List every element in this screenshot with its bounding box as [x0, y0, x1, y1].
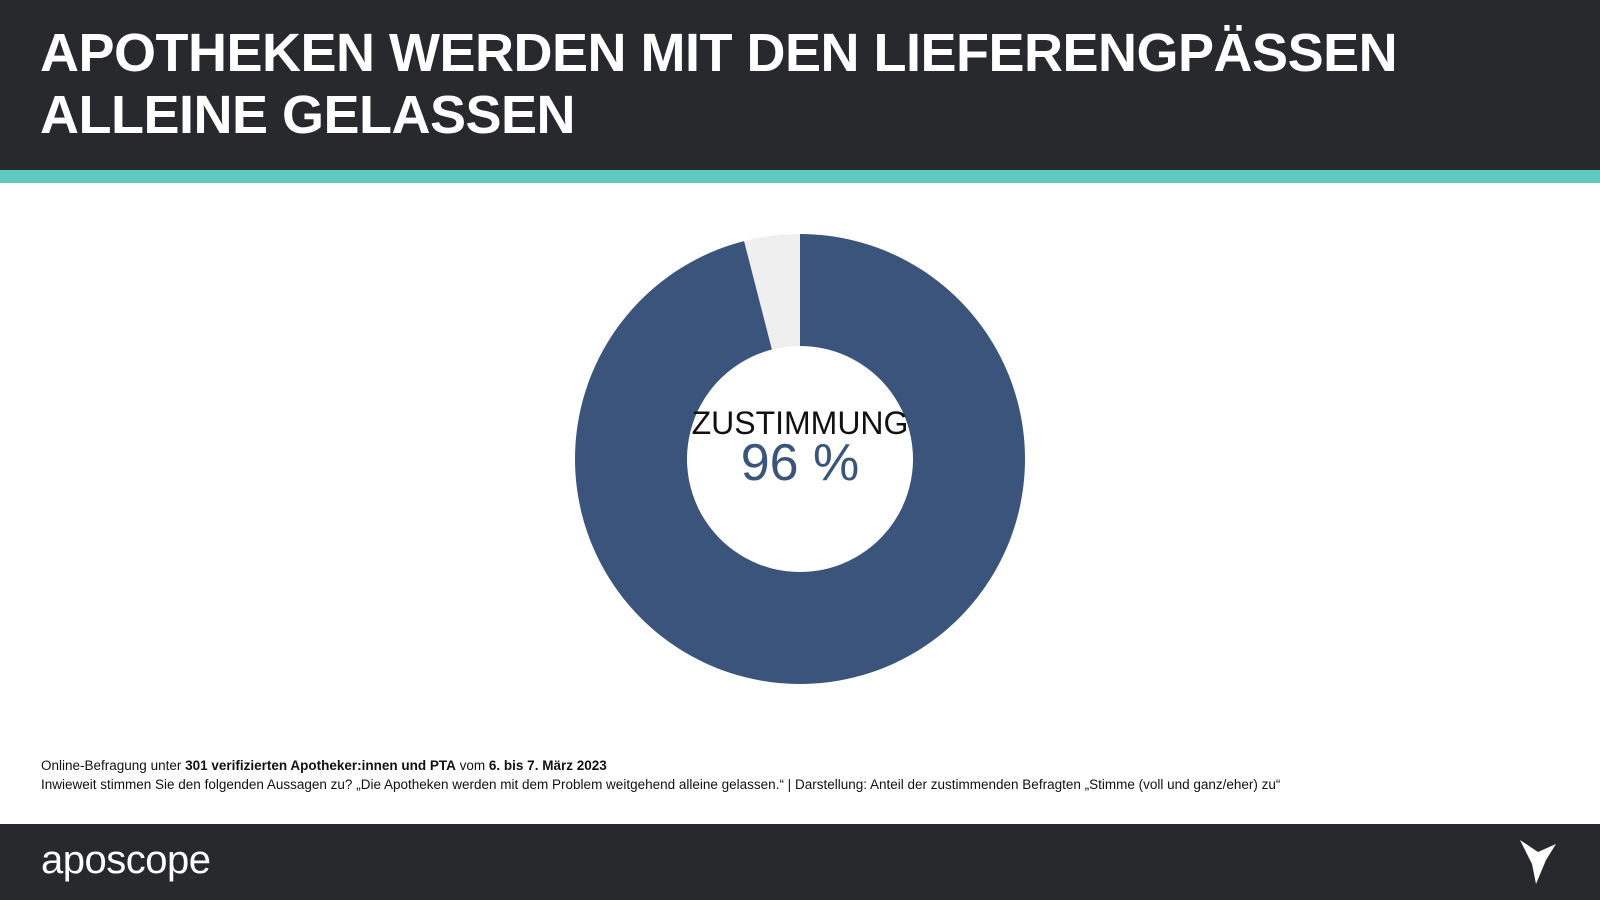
donut-segment	[575, 234, 1026, 685]
note: Online-Befragung unter 301 verifizierten…	[41, 756, 1280, 794]
logo: aposcope	[41, 838, 211, 882]
note-text: vom	[455, 758, 489, 773]
title-line: APOTHEKEN WERDEN MIT DEN LIEFERENGPÄSSEN	[40, 23, 1398, 83]
note-text: 6. bis 7. März 2023	[488, 758, 607, 773]
chart: ZUSTIMMUNG 96 %	[575, 234, 1026, 685]
note-line: Inwieweit stimmen Sie den folgenden Auss…	[41, 777, 1281, 792]
header: APOTHEKEN WERDEN MIT DEN LIEFERENGPÄSSEN…	[0, 0, 1600, 170]
title-line: ALLEINE GELASSEN	[40, 85, 576, 145]
footer: aposcope	[0, 824, 1600, 900]
logo-icon	[1520, 840, 1556, 884]
center-label: ZUSTIMMUNG	[692, 405, 909, 441]
note-text: Online-Befragung unter	[41, 758, 186, 773]
center-value: 96 %	[741, 434, 860, 492]
note-text: 301 verifizierten Apotheker:innen und PT…	[185, 758, 456, 773]
note-line: Online-Befragung unter 301 verifizierten…	[41, 756, 1280, 775]
donut-segment	[744, 234, 800, 350]
accent-bar	[0, 170, 1600, 183]
